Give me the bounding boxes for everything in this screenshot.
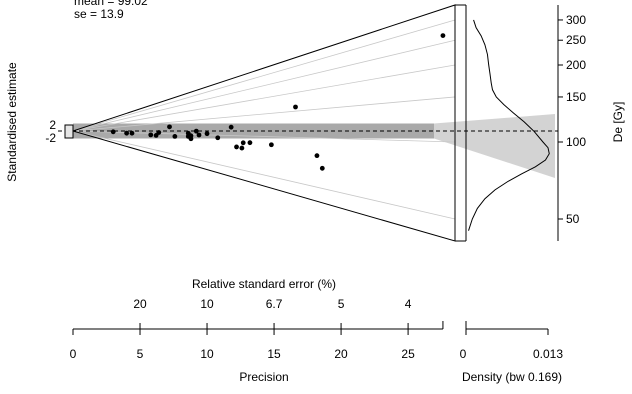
central-band-top [73,123,434,139]
point-1 [124,130,130,136]
wedge-outline [72,4,456,242]
top-tick-label-20: 20 [133,297,147,311]
ray-300 [72,19,456,132]
de-tick-label-100: 100 [566,135,586,149]
top-tick-label-4: 4 [405,297,412,311]
ray-200 [72,64,456,132]
x-tick-label-20: 20 [334,347,348,361]
point-0 [110,129,116,135]
point-25 [440,33,446,38]
top-axis-label: Relative standard error (%) [192,277,336,291]
x-axis-label: Precision [239,370,288,384]
point-7 [172,134,178,139]
point-16 [228,124,234,130]
density-panel [468,19,550,231]
point-19 [240,140,246,146]
top-tick-label-6.7: 6.7 [266,297,283,311]
density-tick-max: 0.013 [533,347,563,361]
de-tick-label-300: 300 [566,13,586,27]
point-2 [129,130,135,136]
ray-150 [72,96,456,132]
y-axis-label: Standardised estimate [5,62,19,182]
point-20 [247,140,253,146]
y-tick-minus-2: -2 [45,131,56,145]
point-14 [204,131,210,137]
confidence-bands [73,114,555,178]
stat-se: se = 13.9 [74,7,124,21]
point-23 [314,153,320,159]
point-18 [239,145,245,151]
data-points [110,33,446,171]
density-curve [468,19,550,231]
de-axis-label: De [Gy] [611,102,625,143]
point-15 [215,135,221,141]
point-6 [167,124,172,130]
de-tick-label-50: 50 [566,212,580,226]
x-tick-label-15: 15 [267,347,281,361]
ray-100 [72,130,456,143]
axes: 300 250 200 150 100 50 0 5 10 15 20 25 20 10 6.7 5 4 [70,5,586,361]
x-tick-label-5: 5 [137,347,144,361]
point-12 [193,128,199,134]
stat-mean: mean = 99.02 [74,0,148,8]
de-tick-label-200: 200 [566,58,586,72]
y-tick-2: 2 [49,118,56,132]
de-tick-label-150: 150 [566,90,586,104]
point-5 [156,130,162,135]
ray-50 [72,130,456,220]
top-tick-label-5: 5 [338,297,345,311]
density-axis-label: Density (bw 0.169) [462,370,562,384]
point-11 [188,136,194,142]
point-21 [268,142,274,148]
density-tick-0: 0 [460,347,467,361]
point-17 [234,144,239,150]
de-tick-label-250: 250 [566,33,586,47]
plot-frame [64,4,467,242]
x-tick-label-10: 10 [200,347,214,361]
y-axis-box [64,124,74,139]
x-tick-label-0: 0 [70,347,77,361]
point-24 [319,165,325,171]
x-tick-label-25: 25 [401,347,415,361]
point-3 [148,132,154,138]
top-tick-label-10: 10 [200,297,214,311]
point-13 [196,132,202,138]
radial-rays [58,19,558,220]
point-22 [293,104,298,110]
ray-250 [72,39,456,132]
